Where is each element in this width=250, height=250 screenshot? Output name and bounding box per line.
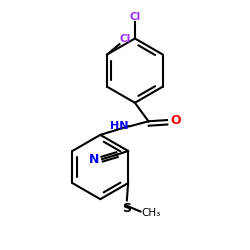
Text: Cl: Cl (129, 12, 140, 22)
Text: S: S (122, 202, 131, 215)
Text: O: O (170, 114, 180, 126)
Text: Cl: Cl (120, 34, 131, 44)
Text: N: N (89, 152, 100, 166)
Text: HN: HN (110, 121, 129, 131)
Text: CH₃: CH₃ (142, 208, 161, 218)
